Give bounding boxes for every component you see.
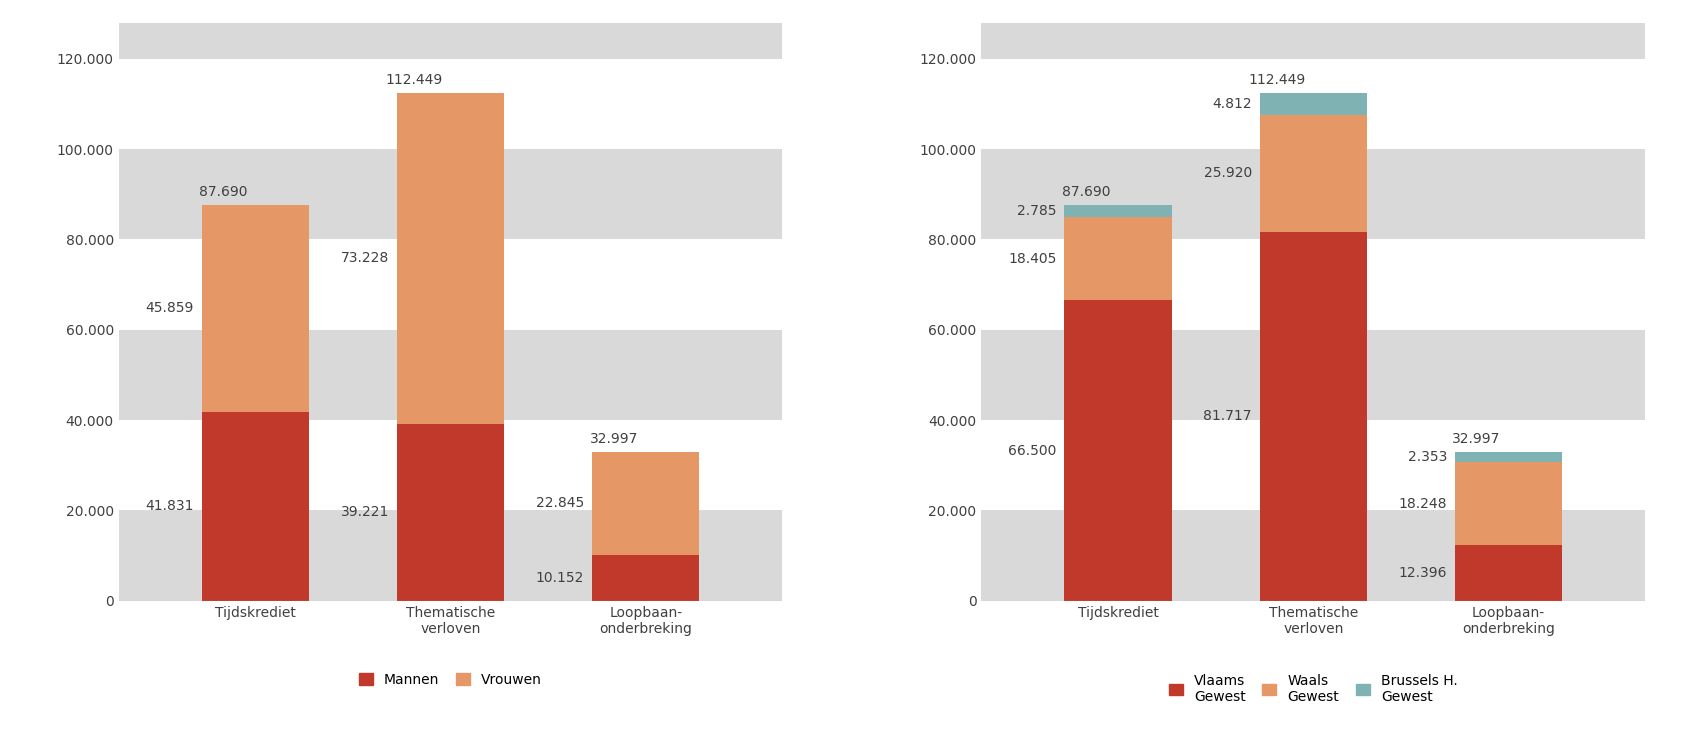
Bar (397, 424, 504, 601)
Bar (982, 240, 1645, 330)
Text: 41.831: 41.831 (146, 499, 193, 514)
Text: 87.690: 87.690 (1062, 185, 1111, 199)
Text: 2.353: 2.353 (1408, 450, 1447, 464)
Bar (202, 204, 309, 412)
Bar (982, 420, 1645, 511)
Text: 12.396: 12.396 (1399, 566, 1447, 580)
Legend: Mannen, Vrouwen: Mannen, Vrouwen (353, 667, 548, 692)
Bar (119, 511, 782, 601)
Bar (1065, 217, 1172, 300)
Bar (592, 452, 699, 555)
Text: 73.228: 73.228 (341, 251, 388, 265)
Text: 2.785: 2.785 (1018, 204, 1057, 218)
Bar (1260, 231, 1367, 601)
Text: 39.221: 39.221 (341, 505, 388, 519)
Bar (1455, 463, 1562, 544)
Text: 112.449: 112.449 (385, 74, 443, 87)
Text: 22.845: 22.845 (536, 496, 583, 511)
Bar (1260, 114, 1367, 231)
Bar (592, 555, 699, 601)
Text: 66.500: 66.500 (1007, 444, 1057, 457)
Text: 4.812: 4.812 (1213, 97, 1252, 110)
Bar (119, 240, 782, 330)
Bar (119, 149, 782, 240)
Bar (202, 412, 309, 601)
Text: 81.717: 81.717 (1202, 409, 1252, 424)
Legend: Vlaams
Gewest, Waals
Gewest, Brussels H.
Gewest: Vlaams Gewest, Waals Gewest, Brussels H.… (1163, 668, 1464, 710)
Bar (982, 330, 1645, 420)
Bar (1065, 300, 1172, 601)
Bar (1455, 544, 1562, 601)
Text: 18.405: 18.405 (1007, 252, 1057, 266)
Bar (397, 93, 504, 424)
Text: 18.248: 18.248 (1399, 496, 1447, 511)
Bar (1455, 452, 1562, 463)
Text: 32.997: 32.997 (1452, 433, 1501, 446)
Text: 32.997: 32.997 (590, 433, 638, 446)
Bar (982, 511, 1645, 601)
Bar (119, 330, 782, 420)
Bar (119, 420, 782, 511)
Text: 10.152: 10.152 (536, 571, 583, 585)
Bar (982, 149, 1645, 240)
Text: 25.920: 25.920 (1204, 166, 1252, 180)
Bar (1260, 93, 1367, 114)
Text: 45.859: 45.859 (146, 301, 193, 315)
Text: 112.449: 112.449 (1248, 74, 1306, 87)
Bar (119, 59, 782, 149)
Bar (1065, 204, 1172, 217)
Bar (119, 23, 782, 59)
Bar (982, 59, 1645, 149)
Bar (982, 23, 1645, 59)
Text: 87.690: 87.690 (198, 185, 248, 199)
